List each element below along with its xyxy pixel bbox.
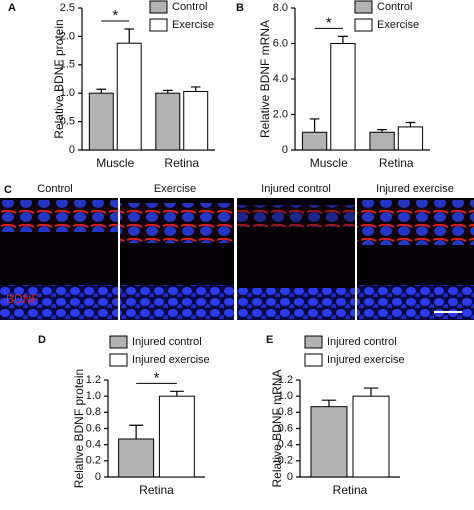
significance-label: * — [154, 369, 160, 386]
legend-swatch — [354, 18, 373, 32]
y-tick-label: 4.0 — [273, 73, 288, 85]
legend-label: Injured control — [327, 336, 397, 348]
y-tick-label: 1.0 — [278, 390, 293, 402]
y-tick-label: 0.6 — [278, 422, 293, 434]
bar — [369, 131, 395, 151]
bar — [158, 395, 195, 478]
y-tick-label: 0 — [95, 471, 101, 483]
bar — [330, 43, 356, 151]
error-bar — [190, 86, 201, 92]
y-tick-label: 0.8 — [86, 406, 101, 418]
error-bar — [129, 424, 144, 440]
y-tick-label: 0.2 — [86, 455, 101, 467]
y-axis-label: Relative BDNF mRNA — [270, 369, 284, 487]
x-tick-label: Muscle — [310, 156, 348, 170]
micrograph-panel: C Control Exercise Injured control Injur… — [0, 183, 474, 320]
micrograph-label: Exercise — [154, 183, 196, 195]
bar — [118, 438, 155, 478]
y-axis-label: Relative BDNF protein — [52, 19, 66, 138]
error-bar — [309, 118, 320, 133]
y-axis-label: Relative BDNF mRNA — [258, 20, 272, 138]
error-bar — [377, 128, 387, 133]
bar — [183, 90, 209, 151]
legend-swatch — [149, 0, 168, 14]
y-tick-label: 0 — [69, 144, 75, 156]
panel-label: A — [8, 2, 16, 14]
x-tick-label: Muscle — [96, 156, 134, 170]
legend-label: Exercise — [377, 19, 419, 31]
x-tick-label: Retina — [379, 156, 414, 170]
y-tick-label: 0.6 — [86, 422, 101, 434]
image — [237, 198, 355, 320]
error-bar — [162, 89, 173, 94]
y-tick-label: 0.8 — [278, 406, 293, 418]
y-tick-label: 1.2 — [86, 374, 101, 386]
significance-label: * — [112, 7, 118, 24]
y-axis-label: Relative BDNF protein — [72, 369, 86, 488]
legend-label: Injured exercise — [132, 354, 210, 366]
y-tick-label: 2.0 — [273, 108, 288, 120]
error-bar — [363, 387, 379, 397]
micrograph-label: Injured exercise — [376, 183, 454, 195]
error-bar — [124, 28, 135, 44]
image — [0, 198, 118, 320]
y-tick-label: 8.0 — [273, 2, 288, 14]
panel-label: B — [236, 2, 244, 14]
y-tick-label: 2.0 — [60, 30, 75, 42]
legend-label: Control — [377, 1, 412, 13]
y-tick-label: 0.2 — [278, 455, 293, 467]
legend-label: Injured exercise — [327, 354, 405, 366]
bar — [352, 395, 390, 478]
error-bar — [96, 88, 107, 94]
legend-swatch — [304, 335, 323, 349]
error-bar — [405, 121, 416, 127]
y-tick-label: 0.4 — [86, 439, 101, 451]
error-bar — [169, 390, 184, 397]
panel-label: D — [38, 334, 46, 346]
legend-swatch — [149, 18, 168, 32]
bar — [155, 92, 181, 151]
error-bar — [321, 399, 337, 407]
y-tick-label: 1.0 — [60, 87, 75, 99]
y-tick-label: 1.5 — [60, 59, 75, 71]
bar — [88, 92, 114, 151]
bar — [397, 126, 424, 151]
y-tick-label: 0.5 — [60, 116, 75, 128]
legend-label: Control — [172, 1, 207, 13]
bar — [310, 406, 348, 478]
x-tick-label: Retina — [333, 483, 368, 497]
legend-label: Injured control — [132, 336, 202, 348]
y-tick-label: 1.0 — [86, 390, 101, 402]
image — [357, 198, 474, 320]
error-bar — [338, 35, 348, 44]
x-tick-label: Retina — [139, 483, 174, 497]
legend-swatch — [354, 0, 373, 14]
legend-label: Exercise — [172, 19, 214, 31]
legend-swatch — [304, 353, 323, 367]
y-tick-label: 1.2 — [278, 374, 293, 386]
y-tick-label: 2.5 — [60, 2, 75, 14]
stain-label: BDNF — [6, 292, 39, 306]
panel-label: C — [4, 184, 12, 196]
y-tick-label: 0 — [282, 144, 288, 156]
micrograph-label: Control — [37, 183, 72, 195]
legend-swatch — [109, 353, 128, 367]
y-tick-label: 6.0 — [273, 37, 288, 49]
y-tick-label: 0.4 — [278, 439, 293, 451]
y-tick-label: 0 — [287, 471, 293, 483]
image — [120, 198, 234, 320]
x-tick-label: Retina — [164, 156, 199, 170]
legend-swatch — [109, 335, 128, 349]
bar — [116, 42, 142, 151]
panel-label: E — [266, 334, 273, 346]
bar — [301, 131, 328, 151]
significance-label: * — [326, 14, 332, 31]
micrograph-label: Injured control — [261, 183, 331, 195]
